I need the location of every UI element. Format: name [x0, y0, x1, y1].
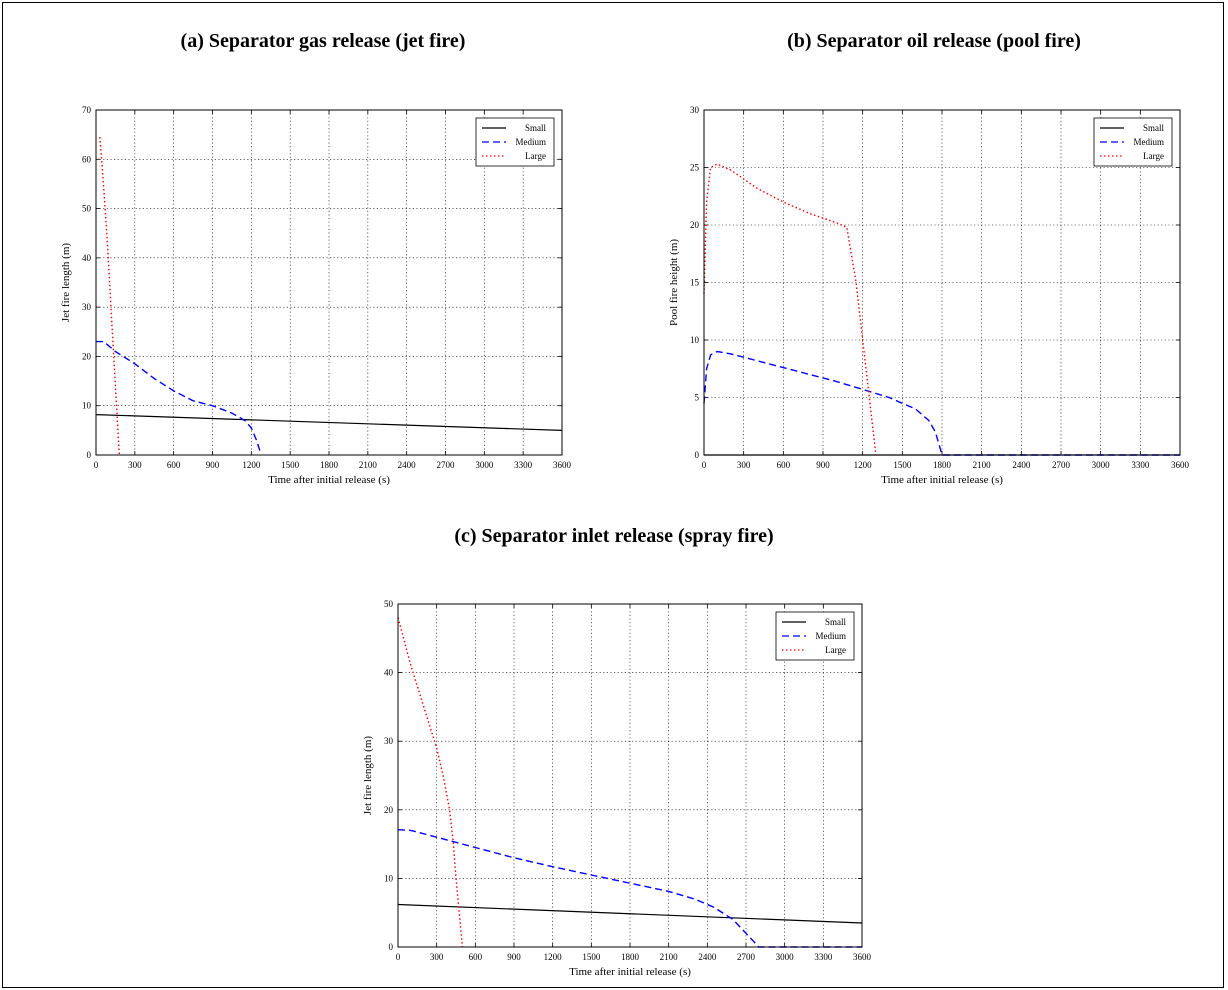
- c2-legend-label-large: Large: [825, 645, 846, 655]
- c2-xtick-label-2: 600: [469, 952, 483, 962]
- c1-series-large: [703, 163, 877, 456]
- c0-xtick-label-11: 3300: [514, 460, 533, 470]
- c2-xtick-label-9: 2700: [737, 952, 756, 962]
- c0-ylabel: Jet fire length (m): [60, 243, 72, 322]
- c1-axes-box: [703, 109, 1181, 456]
- c0-xtick-label-10: 3000: [475, 460, 494, 470]
- c2-xtick-label-8: 2400: [698, 952, 717, 962]
- c1-xtick-label-4: 1200: [854, 460, 873, 470]
- c2-ytick-label-4: 40: [384, 668, 394, 678]
- c2-series-small: [397, 903, 863, 924]
- c2-xtick-label-3: 900: [507, 952, 521, 962]
- c1-xtick-label-12: 3600: [1171, 460, 1190, 470]
- c1-xtick-label-6: 1800: [933, 460, 952, 470]
- c1-ytick-label-5: 25: [690, 163, 700, 173]
- c0-xtick-label-12: 3600: [553, 460, 572, 470]
- c0-ytick-label-6: 60: [82, 154, 92, 164]
- c1-xtick-label-7: 2100: [973, 460, 992, 470]
- c0-xlabel: Time after initial release (s): [268, 474, 390, 486]
- c1-xtick-label-8: 2400: [1012, 460, 1031, 470]
- c2-xtick-label-12: 3600: [853, 952, 872, 962]
- c0-xtick-label-6: 1800: [320, 460, 339, 470]
- c1-xlabel: Time after initial release (s): [881, 474, 1003, 486]
- c2-ytick-label-2: 20: [384, 805, 394, 815]
- c0-xtick-label-8: 2400: [398, 460, 417, 470]
- c2-ytick-label-0: 0: [389, 942, 394, 952]
- c0-axes-box: [95, 109, 563, 456]
- c1-legend-label-large: Large: [1143, 151, 1164, 161]
- chart-b: 0 300 600 900 1200 1500 1800 2100 2400 2700 3000 33…: [668, 105, 1190, 486]
- c1-legend-label-medium: Medium: [1134, 137, 1165, 147]
- c0-ytick-label-1: 10: [82, 401, 92, 411]
- c2-xtick-label-11: 3300: [814, 952, 833, 962]
- c2-series-large: [397, 617, 464, 948]
- c2-legend-label-medium: Medium: [816, 631, 847, 641]
- c0-legend-label-medium: Medium: [516, 137, 547, 147]
- c1-ytick-label-6: 30: [690, 105, 700, 115]
- chart-c: 0 300 600 900 1200 1500 1800 2100 2400 2700 3000 33…: [362, 599, 872, 978]
- c2-xtick-label-1: 300: [430, 952, 444, 962]
- c1-xtick-label-1: 300: [737, 460, 751, 470]
- c1-xtick-label-3: 900: [816, 460, 830, 470]
- c1-legend-label-small: Small: [1143, 123, 1165, 133]
- c0-xtick-label-5: 1500: [281, 460, 300, 470]
- c1-xtick-label-10: 3000: [1092, 460, 1111, 470]
- c1-series-medium: [703, 350, 1180, 456]
- c0-ytick-label-0: 0: [87, 450, 92, 460]
- panel-c-title: (c) Separator inlet release (spray fire): [454, 525, 774, 547]
- c1-xtick-label-2: 600: [777, 460, 791, 470]
- c2-xtick-label-6: 1800: [621, 952, 640, 962]
- c0-ytick-label-3: 30: [82, 302, 92, 312]
- c2-ytick-label-5: 50: [384, 599, 394, 609]
- c1-ytick-label-3: 15: [690, 278, 700, 288]
- c0-xtick-label-0: 0: [94, 460, 99, 470]
- c1-ylabel: Pool fire height (m): [668, 239, 680, 326]
- c2-xtick-label-10: 3000: [776, 952, 795, 962]
- c0-ytick-label-4: 40: [82, 253, 92, 263]
- c2-ytick-label-3: 30: [384, 736, 394, 746]
- c2-ylabel: Jet fire length (m): [362, 736, 374, 815]
- c1-ytick-label-1: 5: [695, 393, 700, 403]
- c2-xlabel: Time after initial release (s): [569, 966, 691, 978]
- c0-legend-label-small: Small: [525, 123, 547, 133]
- panel-b-title: (b) Separator oil release (pool fire): [787, 30, 1081, 52]
- chart-a: 0 300 600 900 1200 1500 1800 2100 2400 2700 3000 33…: [60, 105, 572, 486]
- c2-xtick-label-0: 0: [396, 952, 401, 962]
- c0-series-medium: [96, 340, 262, 453]
- c0-ytick-label-2: 20: [82, 351, 92, 361]
- c1-xtick-label-11: 3300: [1131, 460, 1150, 470]
- c0-legend-label-large: Large: [525, 151, 546, 161]
- c2-axes-box: [397, 603, 863, 948]
- c2-xtick-label-7: 2100: [660, 952, 679, 962]
- c0-xtick-label-2: 600: [167, 460, 181, 470]
- c0-xtick-label-1: 300: [128, 460, 142, 470]
- c0-xtick-label-9: 2700: [437, 460, 456, 470]
- c1-ytick-label-2: 10: [690, 335, 700, 345]
- c2-xtick-label-5: 1500: [582, 952, 601, 962]
- c0-xtick-label-7: 2100: [359, 460, 378, 470]
- c0-xtick-label-3: 900: [206, 460, 220, 470]
- c0-ytick-label-5: 50: [82, 204, 92, 214]
- c0-ytick-label-7: 70: [82, 105, 92, 115]
- c2-xtick-label-4: 1200: [544, 952, 563, 962]
- c1-xtick-label-9: 2700: [1052, 460, 1071, 470]
- c2-legend-label-small: Small: [825, 617, 847, 627]
- c2-series-medium: [397, 829, 862, 948]
- c1-xtick-label-0: 0: [702, 460, 707, 470]
- c0-xtick-label-4: 1200: [242, 460, 260, 470]
- c1-ytick-label-0: 0: [695, 450, 700, 460]
- c2-ytick-label-1: 10: [384, 873, 394, 883]
- c0-series-small: [95, 414, 563, 431]
- c0-series-large: [99, 137, 120, 456]
- c1-xtick-label-5: 1500: [893, 460, 912, 470]
- c1-ytick-label-4: 20: [690, 220, 700, 230]
- panel-a-title: (a) Separator gas release (jet fire): [180, 30, 466, 52]
